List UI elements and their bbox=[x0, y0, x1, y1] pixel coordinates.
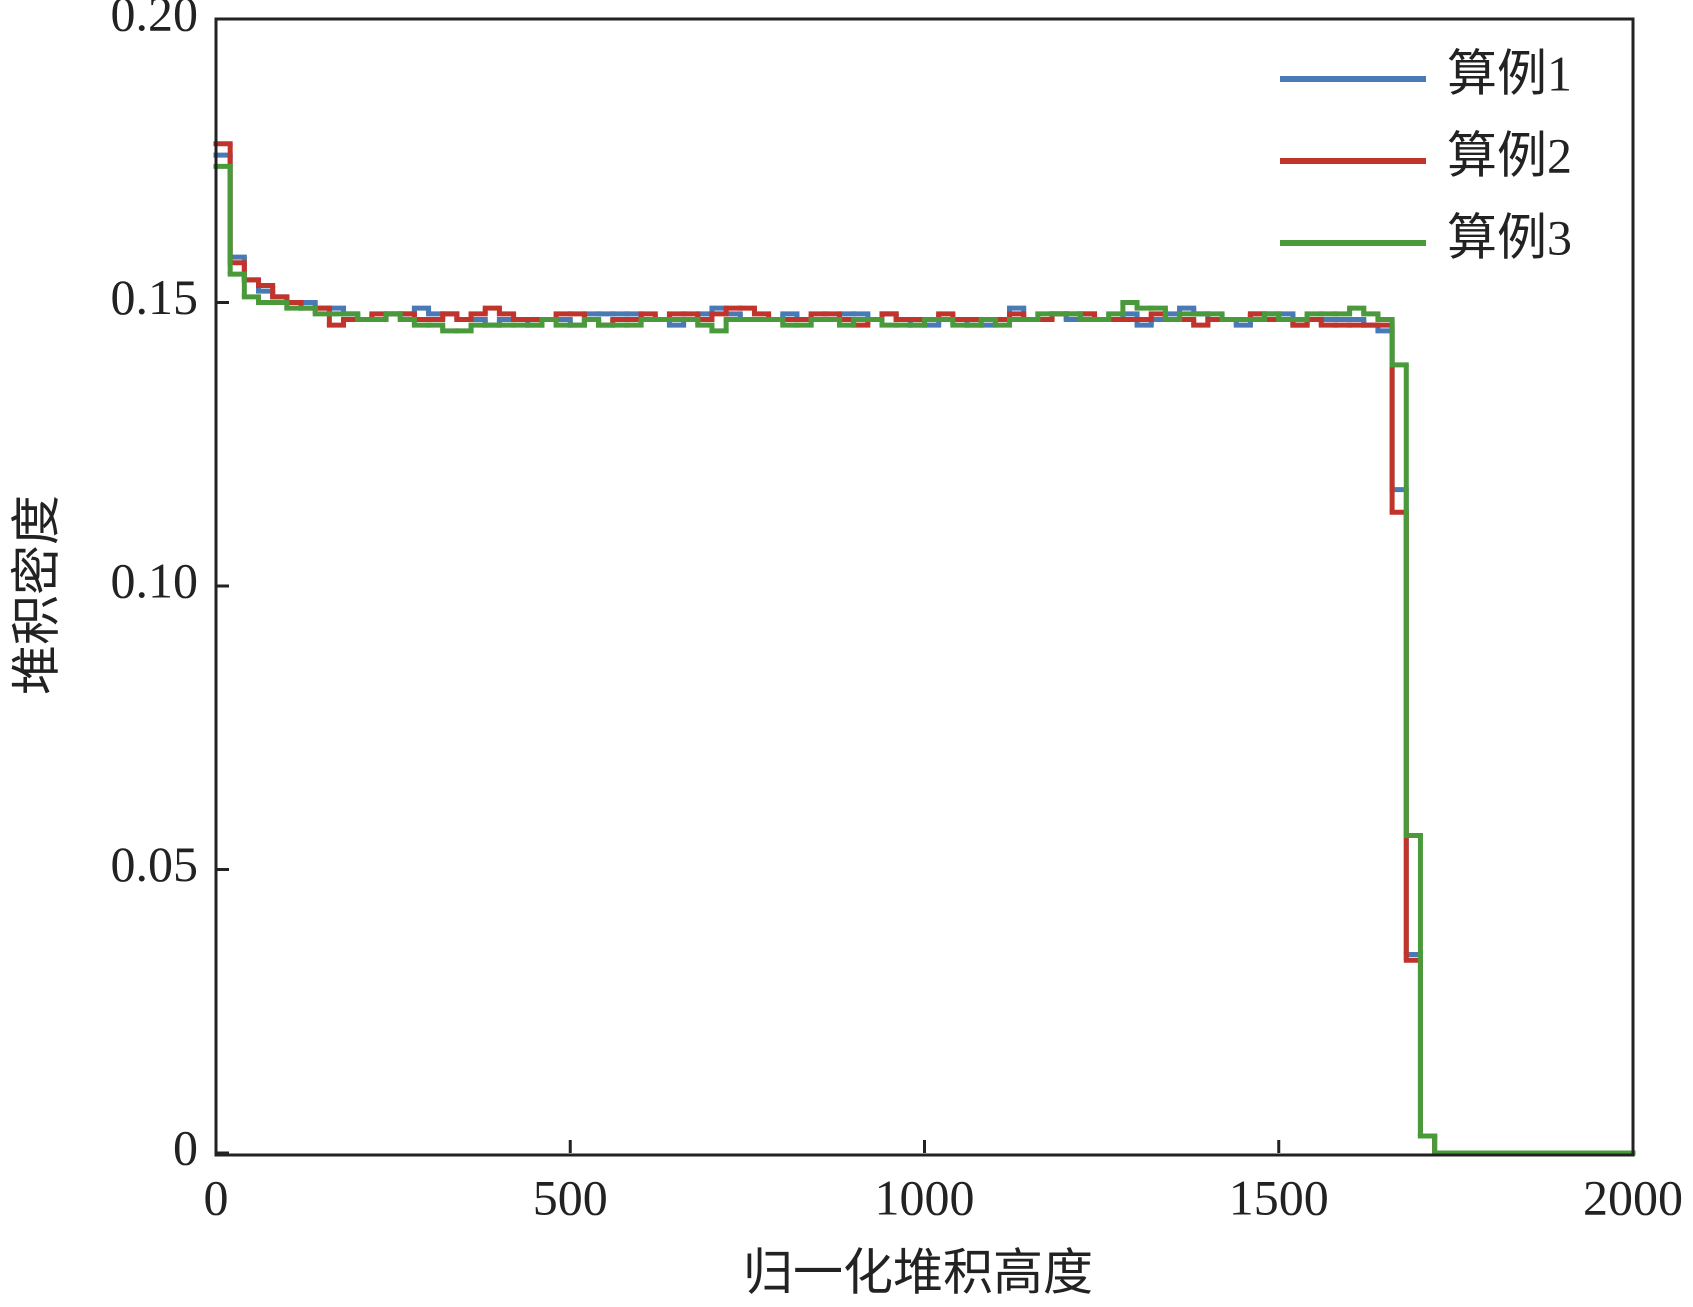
x-tick-label: 500 bbox=[533, 1169, 608, 1225]
x-tick-label: 1500 bbox=[1229, 1169, 1329, 1225]
x-tick-label: 0 bbox=[204, 1169, 229, 1225]
legend-label: 算例3 bbox=[1447, 209, 1572, 265]
x-tick-label: 2000 bbox=[1583, 1169, 1683, 1225]
series bbox=[213, 163, 1636, 1156]
x-axis-label: 归一化堆积高度 bbox=[743, 1244, 1093, 1300]
legend-label: 算例2 bbox=[1447, 127, 1572, 183]
y-tick-label: 0.20 bbox=[111, 0, 199, 41]
y-tick-label: 0.10 bbox=[111, 552, 199, 608]
y-tick-label: 0 bbox=[173, 1119, 198, 1175]
plot-area bbox=[213, 141, 1636, 1156]
x-tick-label: 1000 bbox=[875, 1169, 975, 1225]
y-tick-label: 0.15 bbox=[111, 269, 199, 325]
y-axis-label: 堆积密度 bbox=[8, 495, 64, 695]
legend-label: 算例1 bbox=[1447, 45, 1572, 101]
y-tick-label: 0.05 bbox=[111, 836, 199, 892]
